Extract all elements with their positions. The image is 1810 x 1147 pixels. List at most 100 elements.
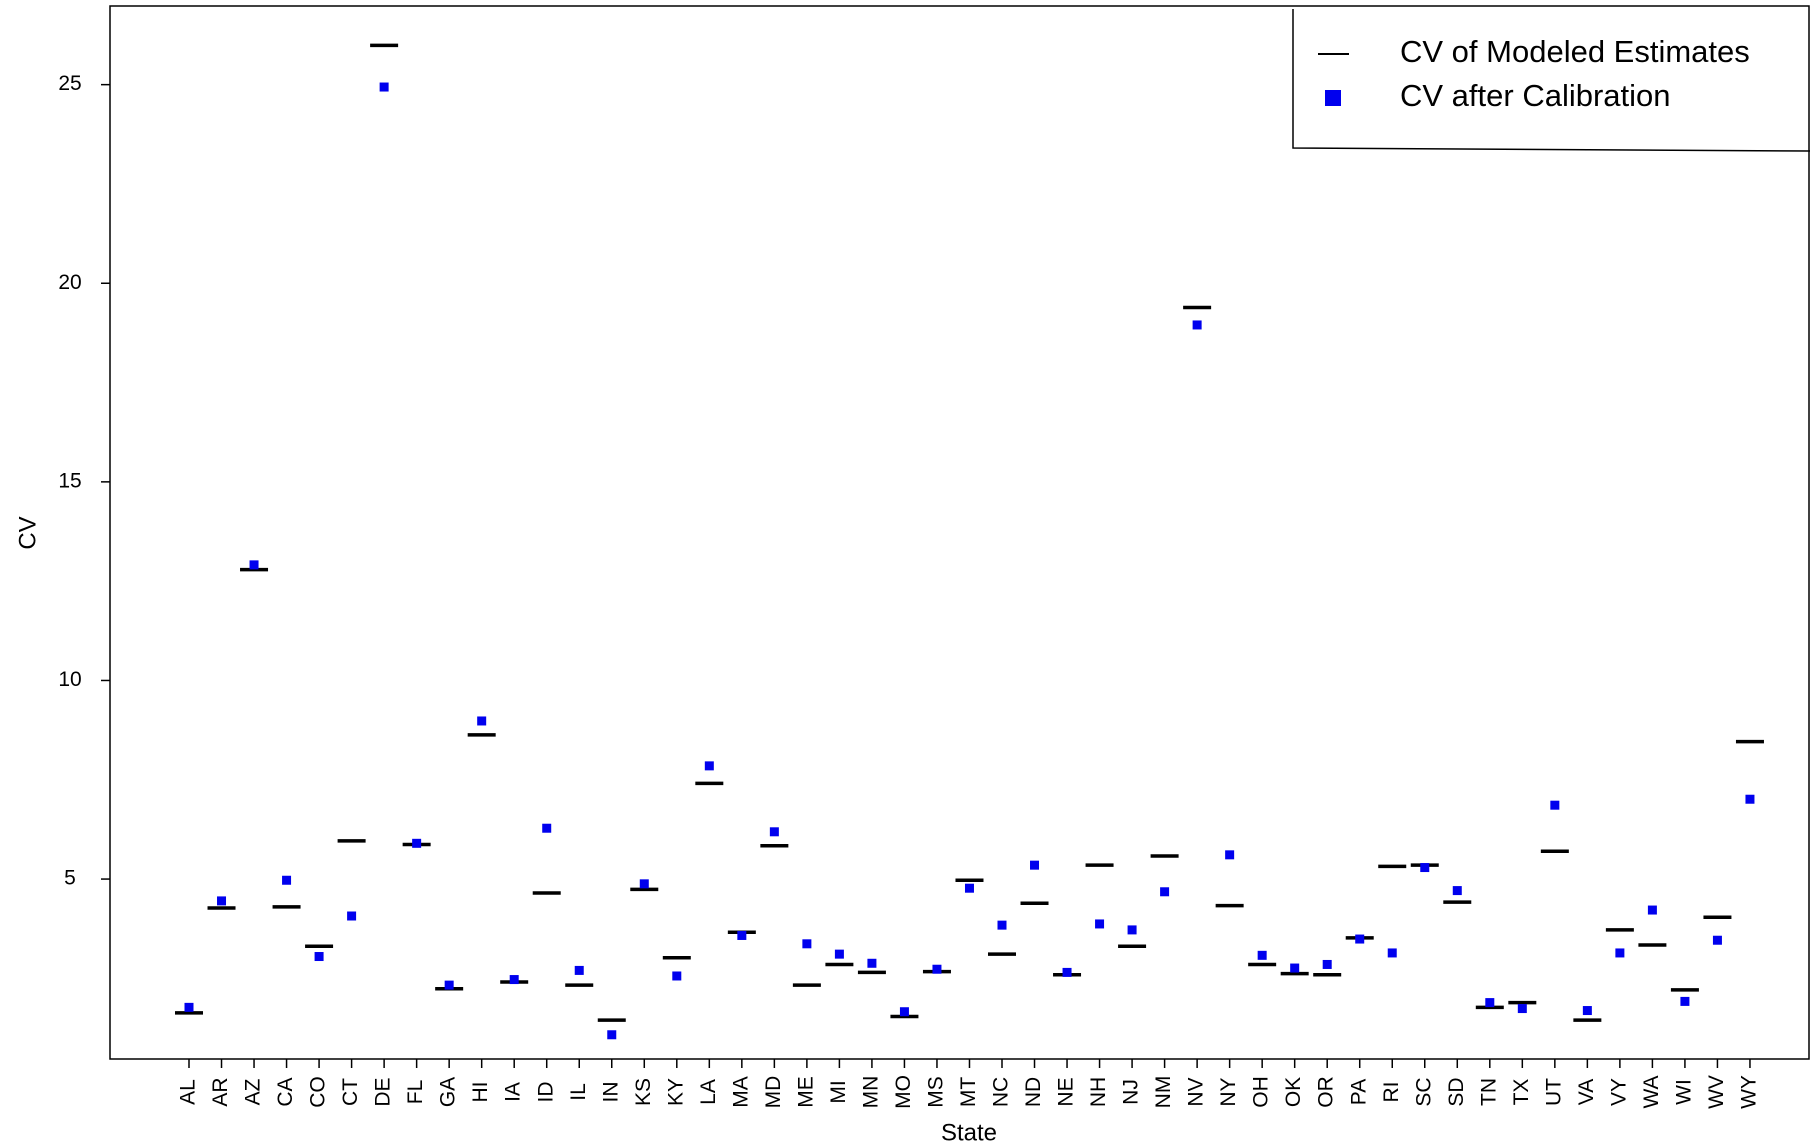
y-tick-label: 25 bbox=[58, 72, 81, 95]
legend-swatch bbox=[1325, 90, 1341, 106]
x-tick-label: OR bbox=[1315, 1076, 1338, 1108]
x-tick-label: FL bbox=[404, 1080, 427, 1105]
calibrated-point bbox=[184, 1002, 194, 1012]
x-tick-label: WV bbox=[1705, 1075, 1728, 1109]
calibrated-point bbox=[1225, 850, 1235, 860]
calibrated-point bbox=[932, 964, 942, 974]
x-tick-label: TX bbox=[1510, 1079, 1533, 1106]
x-tick-label: IN bbox=[599, 1082, 622, 1103]
calibrated-point bbox=[477, 716, 487, 726]
calibrated-point bbox=[1290, 963, 1300, 973]
y-tick-label: 20 bbox=[58, 271, 81, 294]
calibrated-point bbox=[1615, 948, 1625, 958]
x-tick-label: NJ bbox=[1120, 1079, 1143, 1105]
x-tick-label: NV bbox=[1185, 1077, 1208, 1106]
x-tick-label: TN bbox=[1477, 1078, 1500, 1106]
x-tick-label: MS bbox=[925, 1076, 948, 1108]
x-tick-label: CO bbox=[307, 1076, 330, 1108]
calibrated-point bbox=[737, 930, 747, 940]
calibrated-point bbox=[1647, 905, 1657, 915]
x-tick-label: VY bbox=[1607, 1078, 1630, 1106]
x-tick-label: OH bbox=[1250, 1076, 1273, 1108]
x-tick-label: NM bbox=[1152, 1076, 1175, 1109]
calibrated-point bbox=[639, 879, 649, 889]
x-tick-label: SC bbox=[1412, 1077, 1435, 1106]
calibrated-point bbox=[1452, 886, 1462, 896]
calibrated-point bbox=[1680, 996, 1690, 1006]
y-tick-label: 5 bbox=[64, 867, 76, 890]
calibrated-point bbox=[899, 1007, 909, 1017]
calibrated-point bbox=[217, 896, 227, 906]
x-tick-label: ND bbox=[1022, 1077, 1045, 1107]
legend-label: CV after Calibration bbox=[1400, 78, 1671, 113]
x-tick-label: LA bbox=[697, 1079, 720, 1105]
x-tick-label: NC bbox=[990, 1077, 1013, 1107]
x-tick-label: PA bbox=[1347, 1079, 1370, 1105]
calibrated-point bbox=[834, 949, 844, 959]
x-tick-label: AL bbox=[177, 1079, 200, 1105]
x-tick-label: NY bbox=[1217, 1077, 1240, 1106]
calibrated-point bbox=[1712, 935, 1722, 945]
calibrated-point bbox=[1550, 800, 1560, 810]
calibrated-point bbox=[867, 958, 877, 968]
calibrated-point bbox=[412, 838, 422, 848]
calibrated-point bbox=[1095, 919, 1105, 929]
calibrated-point bbox=[1030, 860, 1040, 870]
x-tick-label: VA bbox=[1575, 1079, 1598, 1105]
x-tick-label: MD bbox=[762, 1076, 785, 1109]
calibrated-point bbox=[314, 952, 324, 962]
y-axis-label: CV bbox=[14, 516, 41, 549]
legend-box bbox=[1292, 9, 1810, 152]
calibrated-point bbox=[1062, 967, 1072, 977]
calibrated-point bbox=[1127, 925, 1137, 935]
calibrated-point bbox=[1192, 320, 1202, 330]
legend-label: CV of Modeled Estimates bbox=[1400, 34, 1750, 69]
calibrated-point bbox=[379, 82, 389, 92]
x-tick-label: IL bbox=[567, 1083, 590, 1101]
calibrated-point bbox=[1745, 794, 1755, 804]
x-tick-label: DE bbox=[372, 1077, 395, 1106]
y-tick-label: 15 bbox=[58, 469, 81, 492]
calibrated-point bbox=[1387, 948, 1397, 958]
x-tick-label: OK bbox=[1282, 1077, 1305, 1107]
x-tick-label: AZ bbox=[242, 1078, 265, 1105]
y-tick-label: 10 bbox=[58, 668, 81, 691]
x-tick-label: WY bbox=[1738, 1075, 1761, 1109]
x-tick-label: KS bbox=[632, 1078, 655, 1106]
x-tick-label: ME bbox=[794, 1076, 817, 1108]
calibrated-point bbox=[964, 883, 974, 893]
x-tick-label: WA bbox=[1640, 1075, 1663, 1108]
calibrated-point bbox=[1322, 959, 1332, 969]
calibrated-point bbox=[542, 823, 552, 833]
x-tick-label: SD bbox=[1445, 1077, 1468, 1106]
calibrated-point bbox=[509, 975, 519, 985]
x-tick-label: IA bbox=[502, 1082, 525, 1102]
x-tick-label: GA bbox=[437, 1077, 460, 1107]
x-tick-label: KY bbox=[664, 1078, 687, 1106]
x-tick-label: MA bbox=[729, 1076, 752, 1108]
calibrated-point bbox=[802, 939, 812, 949]
calibrated-point bbox=[1420, 863, 1430, 873]
calibrated-point bbox=[282, 875, 292, 885]
calibrated-point bbox=[1160, 887, 1170, 897]
x-tick-label: HI bbox=[469, 1082, 492, 1103]
calibrated-point bbox=[249, 560, 259, 570]
x-tick-label: RI bbox=[1380, 1082, 1403, 1103]
x-tick-label: MI bbox=[827, 1080, 850, 1103]
calibrated-point bbox=[1517, 1004, 1527, 1014]
calibrated-point bbox=[1485, 998, 1495, 1008]
calibrated-point bbox=[997, 920, 1007, 930]
calibrated-point bbox=[1355, 934, 1365, 944]
calibrated-point bbox=[607, 1030, 617, 1040]
calibrated-point bbox=[769, 827, 779, 837]
calibrated-point bbox=[704, 761, 714, 771]
calibrated-point bbox=[444, 980, 454, 990]
calibrated-point bbox=[1582, 1006, 1592, 1016]
x-tick-label: ID bbox=[534, 1082, 557, 1103]
x-tick-label: CA bbox=[274, 1077, 297, 1106]
x-tick-label: UT bbox=[1542, 1078, 1565, 1106]
x-axis-label: State bbox=[941, 1119, 997, 1146]
x-tick-label: MO bbox=[892, 1075, 915, 1109]
x-tick-label: MT bbox=[957, 1077, 980, 1107]
